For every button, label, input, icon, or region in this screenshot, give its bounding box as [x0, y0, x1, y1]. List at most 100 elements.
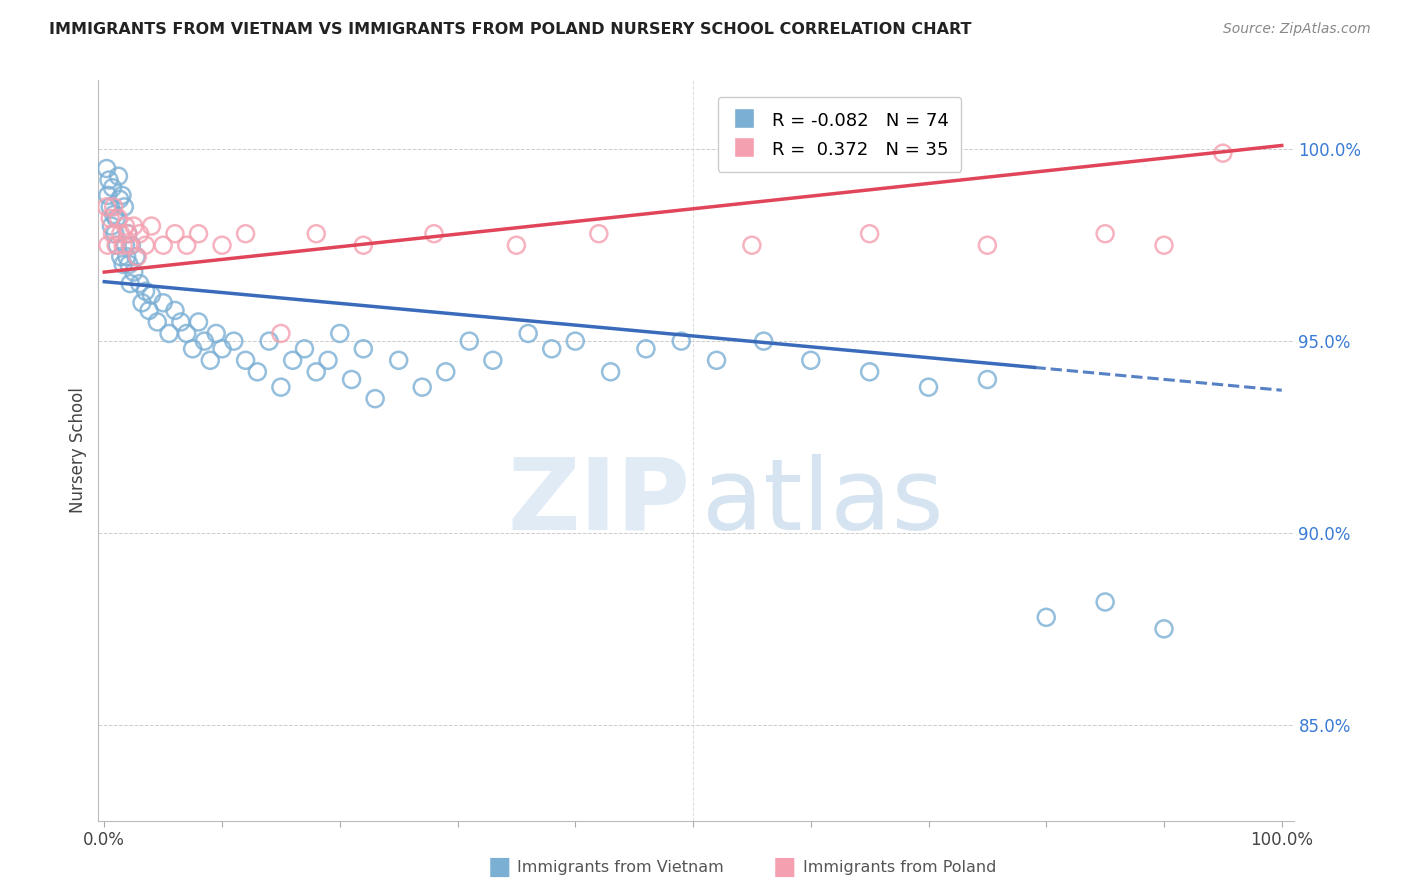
Point [741, 238, 763, 252]
Point [176, 238, 198, 252]
Point [411, 380, 433, 394]
Point [1153, 238, 1175, 252]
Point [120, 277, 142, 291]
Point [105, 238, 128, 252]
Point [170, 315, 193, 329]
Point [800, 353, 823, 368]
Point [122, 219, 145, 233]
Point [134, 285, 156, 299]
Point [97, 188, 120, 202]
Point [134, 238, 156, 252]
Point [122, 265, 145, 279]
Point [157, 326, 180, 341]
Point [540, 342, 562, 356]
Point [112, 257, 135, 271]
Point [257, 334, 280, 348]
Text: ZIP: ZIP [508, 454, 690, 550]
Point [222, 334, 245, 348]
Point [98, 173, 121, 187]
Point [108, 192, 131, 206]
Point [859, 227, 882, 241]
Point [599, 365, 621, 379]
Point [107, 169, 129, 184]
Point [458, 334, 481, 348]
Point [98, 211, 121, 226]
Point [388, 353, 411, 368]
Point [118, 257, 141, 271]
Point [1153, 622, 1175, 636]
Point [976, 372, 998, 386]
Point [340, 372, 363, 386]
Point [152, 238, 174, 252]
Point [96, 161, 118, 176]
Text: IMMIGRANTS FROM VIETNAM VS IMMIGRANTS FROM POLAND NURSERY SCHOOL CORRELATION CHA: IMMIGRANTS FROM VIETNAM VS IMMIGRANTS FR… [49, 22, 972, 37]
Text: ■: ■ [488, 855, 510, 879]
Point [127, 250, 149, 264]
Point [1094, 595, 1116, 609]
Text: ■: ■ [773, 855, 796, 879]
Point [235, 353, 257, 368]
Point [104, 227, 127, 241]
Point [117, 227, 139, 241]
Point [176, 326, 198, 341]
Point [107, 211, 129, 226]
Text: atlas: atlas [702, 454, 943, 550]
Point [115, 250, 138, 264]
Point [105, 238, 128, 252]
Point [110, 250, 132, 264]
Point [316, 353, 339, 368]
Text: Immigrants from Vietnam: Immigrants from Vietnam [517, 860, 724, 874]
Point [305, 227, 328, 241]
Point [211, 342, 233, 356]
Point [270, 380, 292, 394]
Point [120, 238, 142, 252]
Point [128, 227, 150, 241]
Point [187, 227, 209, 241]
Point [131, 295, 153, 310]
Point [434, 365, 457, 379]
Point [112, 200, 135, 214]
Point [97, 238, 120, 252]
Point [917, 380, 939, 394]
Point [181, 342, 204, 356]
Point [482, 353, 505, 368]
Point [128, 277, 150, 291]
Point [141, 219, 163, 233]
Point [111, 188, 134, 202]
Point [859, 365, 882, 379]
Point [96, 200, 118, 214]
Point [101, 227, 124, 241]
Point [1212, 146, 1234, 161]
Point [235, 227, 257, 241]
Point [423, 227, 446, 241]
Y-axis label: Nursery School: Nursery School [69, 387, 87, 514]
Point [1035, 610, 1057, 624]
Point [125, 250, 148, 264]
Point [752, 334, 775, 348]
Point [364, 392, 387, 406]
Point [205, 326, 228, 341]
Point [193, 334, 215, 348]
Point [100, 219, 122, 233]
Point [588, 227, 610, 241]
Point [120, 238, 142, 252]
Point [163, 227, 186, 241]
Point [352, 238, 374, 252]
Point [671, 334, 693, 348]
Point [246, 365, 269, 379]
Point [706, 353, 728, 368]
Point [152, 295, 174, 310]
Point [505, 238, 527, 252]
Point [281, 353, 304, 368]
Point [138, 303, 160, 318]
Point [141, 288, 163, 302]
Point [187, 315, 209, 329]
Point [163, 303, 186, 318]
Point [101, 180, 124, 194]
Point [294, 342, 316, 356]
Point [105, 211, 128, 226]
Point [1094, 227, 1116, 241]
Point [976, 238, 998, 252]
Point [329, 326, 352, 341]
Point [517, 326, 540, 341]
